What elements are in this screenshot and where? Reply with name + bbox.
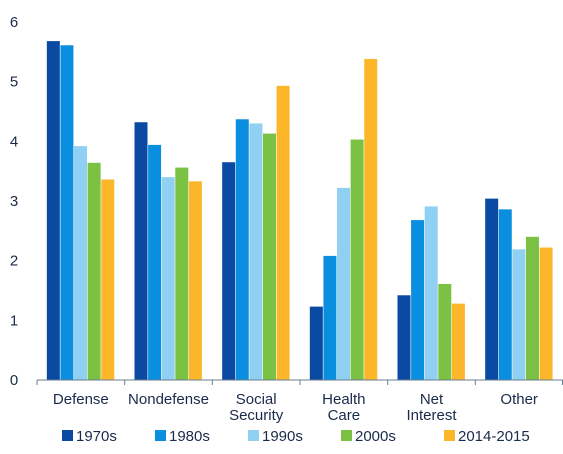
legend: 1970s 1980s 1990s 2000s 2014-2015	[62, 428, 530, 445]
bar-2014-2015-nondefense	[188, 181, 202, 380]
x-tick-label: Health	[322, 391, 365, 408]
bar-1970s-health-care	[309, 306, 323, 380]
legend-label: 1980s	[169, 428, 210, 445]
bar-1970s-social-security	[222, 162, 236, 380]
legend-label: 1970s	[76, 428, 117, 445]
legend-label: 2000s	[355, 428, 396, 445]
x-tick-label: Defense	[53, 391, 109, 408]
y-tick-label: 3	[10, 193, 18, 210]
bar-1980s-other	[498, 209, 512, 380]
bar-2014-2015-net-interest	[451, 303, 465, 380]
bar-1990s-health-care	[337, 187, 351, 380]
y-tick-label: 4	[10, 133, 18, 150]
bar-2000s-net-interest	[438, 283, 452, 380]
x-tick-label: Security	[229, 407, 284, 424]
bar-1990s-net-interest	[424, 206, 438, 380]
y-tick-label: 6	[10, 14, 18, 31]
bar-2014-2015-health-care	[364, 58, 378, 381]
bar-2000s-nondefense	[175, 167, 189, 380]
bar-1990s-nondefense	[161, 177, 175, 380]
bar-1990s-social-security	[249, 123, 263, 381]
bar-2000s-social-security	[262, 133, 276, 380]
y-tick-label: 5	[10, 74, 18, 91]
bar-2014-2015-other	[539, 247, 553, 380]
legend-swatch	[444, 430, 455, 441]
legend-swatch	[62, 430, 73, 441]
bar-1970s-defense	[46, 41, 60, 381]
x-tick-label: Social	[236, 391, 277, 408]
y-axis: 0 1 2 3 4 5 6	[10, 14, 18, 389]
legend-swatch	[341, 430, 352, 441]
y-tick-label: 2	[10, 253, 18, 270]
legend-swatch	[155, 430, 166, 441]
bar-1980s-net-interest	[411, 220, 425, 380]
bar-1980s-social-security	[235, 119, 249, 380]
bar-1980s-nondefense	[148, 144, 162, 380]
y-tick-label: 1	[10, 312, 18, 329]
bar-1970s-other	[485, 198, 499, 380]
x-tick-label: Other	[500, 391, 538, 408]
bar-2014-2015-social-security	[276, 85, 290, 380]
x-tick-label: Nondefense	[128, 391, 209, 408]
y-tick-label: 0	[10, 372, 18, 389]
x-tick-label: Net	[420, 391, 444, 408]
bar-1970s-net-interest	[397, 295, 411, 380]
bar-1990s-defense	[74, 146, 88, 380]
bar-2014-2015-defense	[101, 179, 115, 380]
legend-swatch	[248, 430, 259, 441]
legend-label: 1990s	[262, 428, 303, 445]
bar-2000s-other	[525, 236, 539, 380]
bar-1990s-other	[512, 249, 526, 380]
x-tick-label: Care	[328, 407, 361, 424]
bar-1980s-health-care	[323, 255, 337, 380]
bar-2000s-defense	[87, 162, 101, 380]
bar-2000s-health-care	[350, 139, 364, 380]
x-tick-label: Interest	[406, 407, 457, 424]
legend-label: 2014-2015	[458, 428, 530, 445]
bar-series-group	[46, 41, 553, 381]
bar-1980s-defense	[60, 45, 74, 381]
bar-1970s-nondefense	[134, 122, 148, 381]
